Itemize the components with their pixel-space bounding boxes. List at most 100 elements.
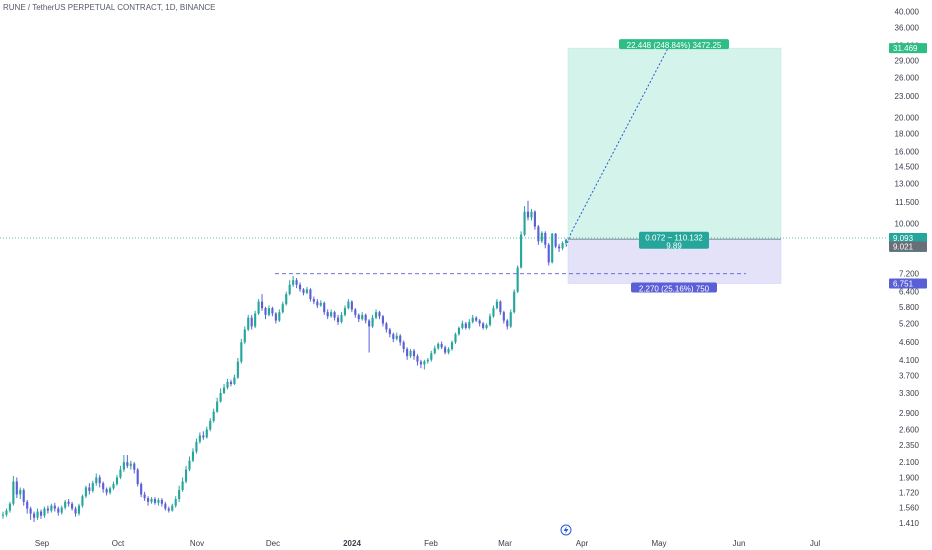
entry-label-text: 0.072 ~ 110.132: [645, 234, 703, 243]
candle-body: [336, 317, 340, 323]
candle-body: [378, 312, 381, 317]
candle-body: [64, 501, 67, 508]
y-tick-label: 13.000: [895, 179, 920, 188]
candle-body: [153, 499, 157, 503]
stop-label: 2.270 (25.16%) 750: [631, 282, 717, 294]
candle-body: [475, 317, 478, 321]
y-tick-label: 1.900: [899, 473, 920, 482]
candle-body: [374, 312, 378, 318]
candle-body: [174, 499, 177, 506]
lightning-icon[interactable]: [560, 524, 572, 536]
candle-body: [364, 314, 367, 321]
entry-price-badge-text: 9.021: [893, 243, 914, 252]
candle-body: [323, 302, 326, 313]
candle-body: [302, 289, 305, 293]
candle-body: [457, 327, 460, 335]
candle-body: [247, 317, 250, 330]
projection-path: [565, 47, 669, 247]
candle-body: [551, 233, 554, 263]
candle-body: [209, 420, 212, 430]
x-tick-label: 2024: [343, 539, 361, 548]
y-tick-label: 10.000: [895, 219, 920, 228]
y-tick-label: 29.000: [895, 57, 920, 66]
candle-body: [184, 469, 188, 482]
candle-body: [488, 316, 492, 325]
candle-body: [406, 349, 409, 357]
x-tick-label: Dec: [266, 539, 280, 548]
candle-body: [419, 361, 423, 365]
candle-body: [502, 312, 505, 321]
candle-body: [19, 490, 22, 495]
candle-body: [516, 267, 519, 292]
candle-body: [544, 232, 547, 245]
y-tick-label: 11.500: [895, 198, 919, 207]
candle-body: [229, 381, 233, 385]
y-tick-label: 7.200: [899, 270, 920, 279]
candle-body: [164, 503, 167, 509]
target-price-badge: [889, 43, 927, 54]
candle-body: [146, 498, 150, 502]
candle-body: [564, 239, 568, 244]
candle-body: [57, 508, 60, 513]
candle-body: [243, 329, 246, 343]
candle-body: [136, 469, 139, 485]
y-tick-label: 3.300: [899, 389, 920, 398]
candle-body: [88, 487, 91, 491]
y-tick-label: 3.700: [899, 372, 920, 381]
candle-body: [526, 211, 530, 218]
candle-body: [36, 511, 39, 518]
candle-body: [530, 211, 533, 218]
candle-body: [71, 503, 74, 509]
candle-body: [91, 483, 94, 491]
candle-body: [122, 462, 125, 470]
candle-body: [537, 226, 540, 242]
candle-body: [77, 505, 81, 514]
y-tick-label: 2.350: [899, 441, 920, 450]
y-tick-label: 23.000: [895, 92, 920, 101]
candle-body: [423, 361, 426, 365]
candle-body: [274, 313, 277, 321]
last-price-badge: [889, 233, 927, 244]
x-tick-label: May: [651, 539, 666, 548]
candle-body: [81, 496, 84, 506]
candle-body: [126, 462, 129, 466]
candle-body: [222, 387, 226, 394]
candle-body: [233, 377, 236, 385]
candle-body: [540, 232, 543, 242]
candle-body: [533, 211, 536, 227]
candle-body: [188, 460, 191, 470]
y-tick-label: 2.600: [899, 425, 920, 434]
candle-body: [399, 335, 402, 343]
candle-body: [371, 317, 374, 327]
lightning-icon-bolt: [563, 526, 569, 534]
candle-body: [205, 429, 208, 438]
x-tick-label: Feb: [424, 539, 438, 548]
candle-body: [509, 312, 512, 327]
candle-body: [236, 361, 239, 378]
y-tick-label: 4.100: [899, 356, 920, 365]
candle-body: [60, 507, 63, 513]
candle-body: [278, 312, 281, 321]
price-axis[interactable]: 40.00036.00032.00029.00026.00023.00020.0…: [889, 7, 927, 528]
candle-body: [98, 477, 101, 484]
y-tick-label: 1.720: [899, 489, 920, 498]
candle-body: [257, 301, 260, 314]
candle-body: [226, 381, 229, 388]
candle-body: [129, 463, 132, 466]
y-tick-label: 2.900: [899, 409, 920, 418]
candle-body: [1, 514, 5, 516]
time-axis[interactable]: Sep Oct Nov Dec 2024 Feb Mar Apr May Jun Jul: [35, 524, 820, 548]
candle-body: [109, 488, 112, 493]
candle-body: [46, 508, 49, 511]
candle-body: [191, 451, 195, 461]
candle-body: [119, 469, 122, 478]
y-tick-label: 36.000: [895, 24, 920, 33]
candle-body: [5, 510, 8, 515]
candle-body: [354, 309, 357, 315]
candle-body: [267, 308, 271, 315]
candle-body: [361, 314, 364, 320]
candle-body: [295, 280, 298, 285]
x-tick-label: Oct: [112, 539, 125, 548]
